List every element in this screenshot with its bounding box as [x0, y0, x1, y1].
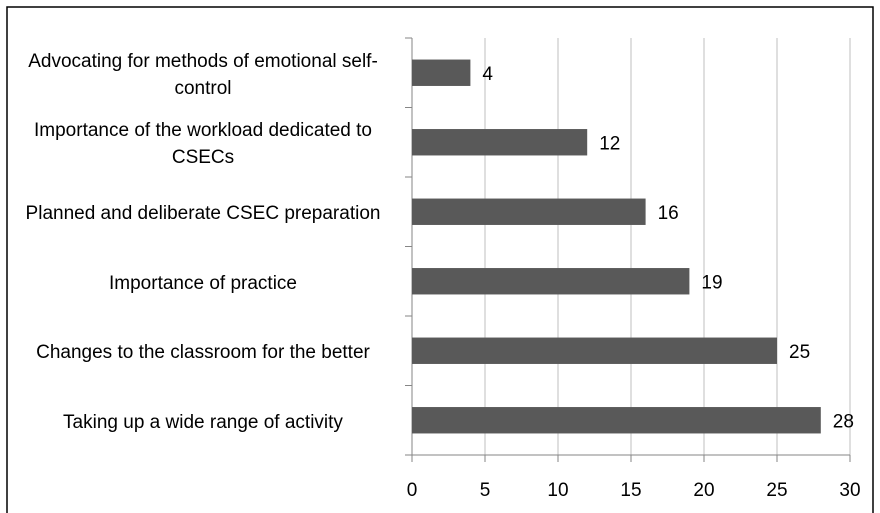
bar: [412, 407, 821, 434]
value-label: 19: [701, 272, 722, 293]
x-tick-label: 25: [766, 480, 787, 501]
bar: [412, 59, 471, 86]
y-tick-label: Importance of practice: [109, 272, 297, 294]
y-tick-label: Advocating for methods of emotional self…: [28, 50, 378, 99]
bar: [412, 337, 777, 364]
x-tick-label: 5: [480, 480, 491, 501]
x-tick-label: 10: [547, 480, 568, 501]
bar: [412, 129, 588, 156]
bar: [412, 268, 690, 295]
y-tick-label: Importance of the workload dedicated to …: [34, 120, 372, 169]
chart-border: [6, 6, 874, 513]
value-label: 4: [482, 64, 493, 85]
x-tick-label: 15: [620, 480, 641, 501]
value-label: 16: [658, 203, 679, 224]
y-tick-label: Changes to the classroom for the better: [36, 342, 370, 364]
value-label: 12: [599, 133, 620, 154]
x-tick-label: 0: [407, 480, 418, 501]
y-tick-label: Taking up a wide range of activity: [63, 411, 343, 433]
x-tick-label: 30: [839, 480, 860, 501]
bar: [412, 198, 646, 225]
value-label: 28: [833, 411, 854, 432]
value-label: 25: [789, 342, 810, 363]
y-tick-label: Planned and deliberate CSEC preparation: [25, 203, 381, 225]
x-tick-label: 20: [693, 480, 714, 501]
